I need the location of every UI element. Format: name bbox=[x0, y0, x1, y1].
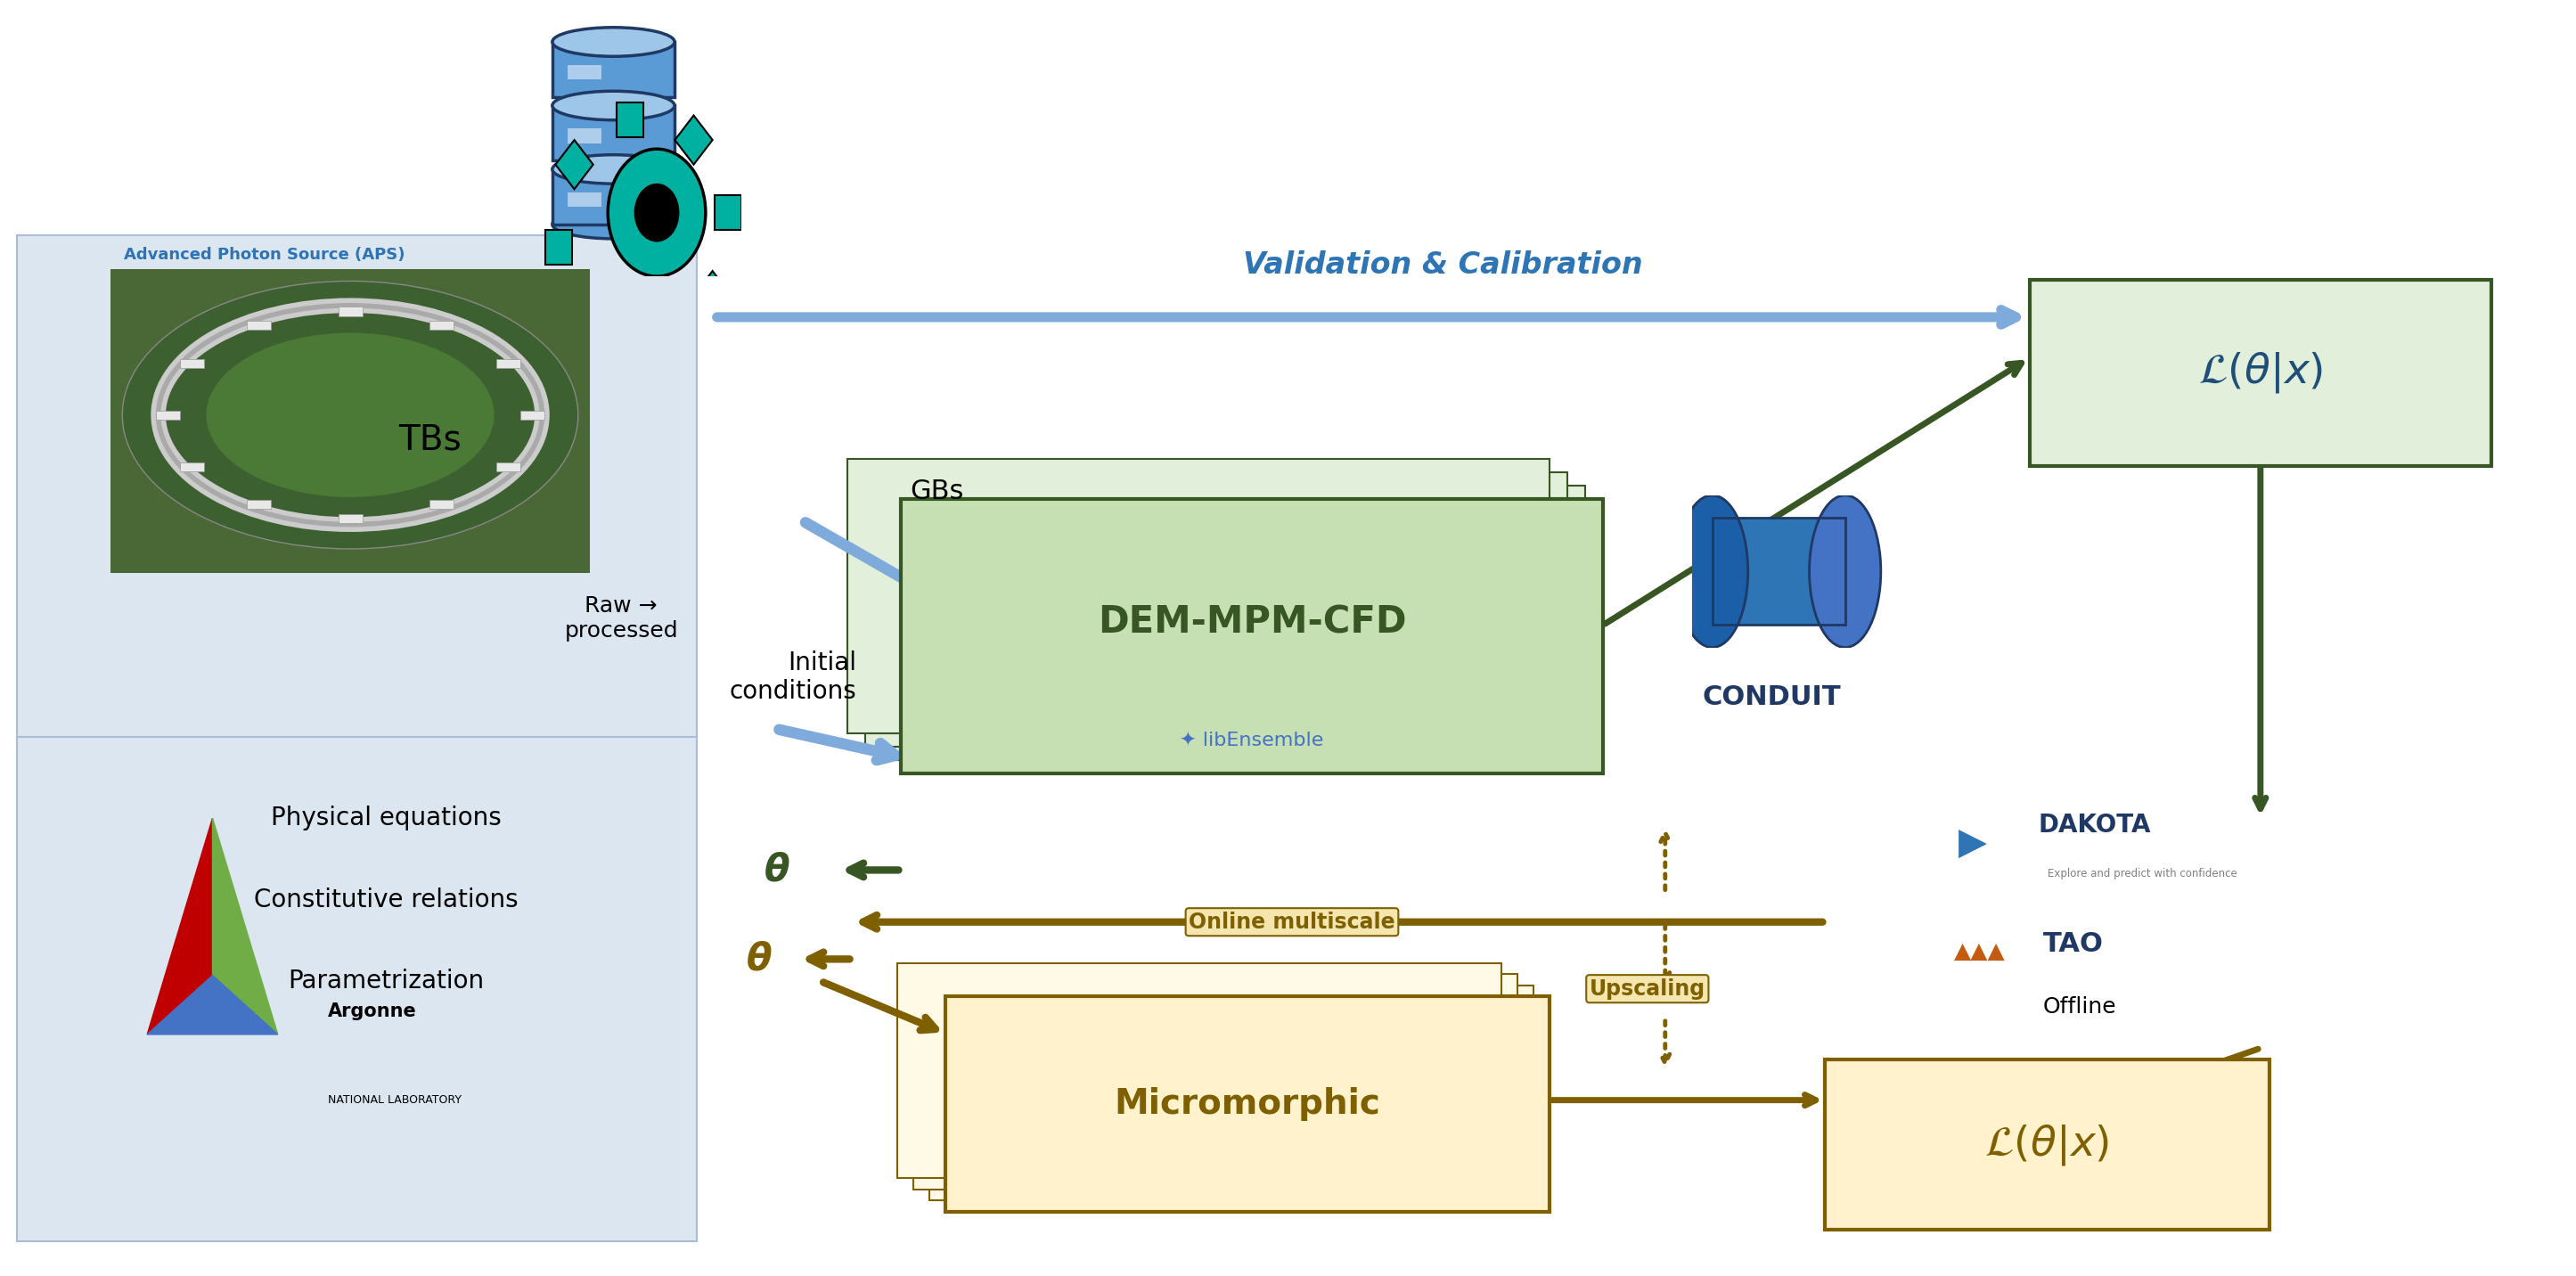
Text: Advanced Photon Source (APS): Advanced Photon Source (APS) bbox=[124, 246, 404, 263]
Text: ✦ libEnsemble: ✦ libEnsemble bbox=[1180, 731, 1324, 749]
Text: Offline: Offline bbox=[2043, 997, 2117, 1018]
Bar bbox=[866, 472, 1566, 746]
Text: $\boldsymbol{\theta}$: $\boldsymbol{\theta}$ bbox=[747, 940, 773, 977]
Text: TBs: TBs bbox=[399, 422, 461, 457]
Text: TAO: TAO bbox=[2043, 931, 2102, 957]
Text: CONDUIT: CONDUIT bbox=[1703, 684, 1842, 711]
Text: Upscaling: Upscaling bbox=[1589, 979, 1705, 999]
Text: ▲▲▲: ▲▲▲ bbox=[1955, 940, 2004, 962]
Text: $\mathcal{L}(\theta|x)$: $\mathcal{L}(\theta|x)$ bbox=[2197, 351, 2324, 396]
Text: GBs: GBs bbox=[909, 478, 963, 504]
Text: Constitutive relations: Constitutive relations bbox=[252, 887, 518, 912]
Bar bbox=[2030, 279, 2491, 466]
Bar bbox=[914, 974, 1517, 1189]
Text: Parametrization: Parametrization bbox=[289, 968, 484, 994]
Text: DEM-MPM-CFD: DEM-MPM-CFD bbox=[1097, 604, 1406, 642]
Text: Micromorphic: Micromorphic bbox=[1115, 1087, 1381, 1120]
Text: Validation & Calibration: Validation & Calibration bbox=[1244, 250, 1643, 279]
Bar bbox=[848, 459, 1551, 734]
Bar bbox=[896, 963, 1502, 1178]
Text: $\boldsymbol{\theta}$: $\boldsymbol{\theta}$ bbox=[762, 851, 791, 889]
Bar bbox=[1824, 1059, 2269, 1230]
Bar bbox=[18, 236, 696, 736]
Bar bbox=[945, 997, 1551, 1211]
Text: Initial
conditions: Initial conditions bbox=[729, 651, 858, 704]
Bar bbox=[884, 486, 1584, 760]
Text: Explore and predict with confidence: Explore and predict with confidence bbox=[2048, 868, 2236, 879]
Bar bbox=[930, 985, 1533, 1201]
Text: ▶: ▶ bbox=[1958, 826, 1986, 863]
Text: Raw →
processed: Raw → processed bbox=[564, 596, 677, 642]
Text: Physical equations: Physical equations bbox=[270, 805, 502, 831]
Bar bbox=[902, 499, 1602, 773]
Text: NATIONAL LABORATORY: NATIONAL LABORATORY bbox=[327, 1095, 461, 1106]
Text: Argonne: Argonne bbox=[327, 1002, 417, 1020]
Bar bbox=[18, 736, 696, 1242]
Text: DAKOTA: DAKOTA bbox=[2038, 813, 2151, 838]
Text: $\mathcal{L}(\theta|x)$: $\mathcal{L}(\theta|x)$ bbox=[1984, 1123, 2110, 1168]
Text: Online multiscale: Online multiscale bbox=[1188, 911, 1396, 933]
